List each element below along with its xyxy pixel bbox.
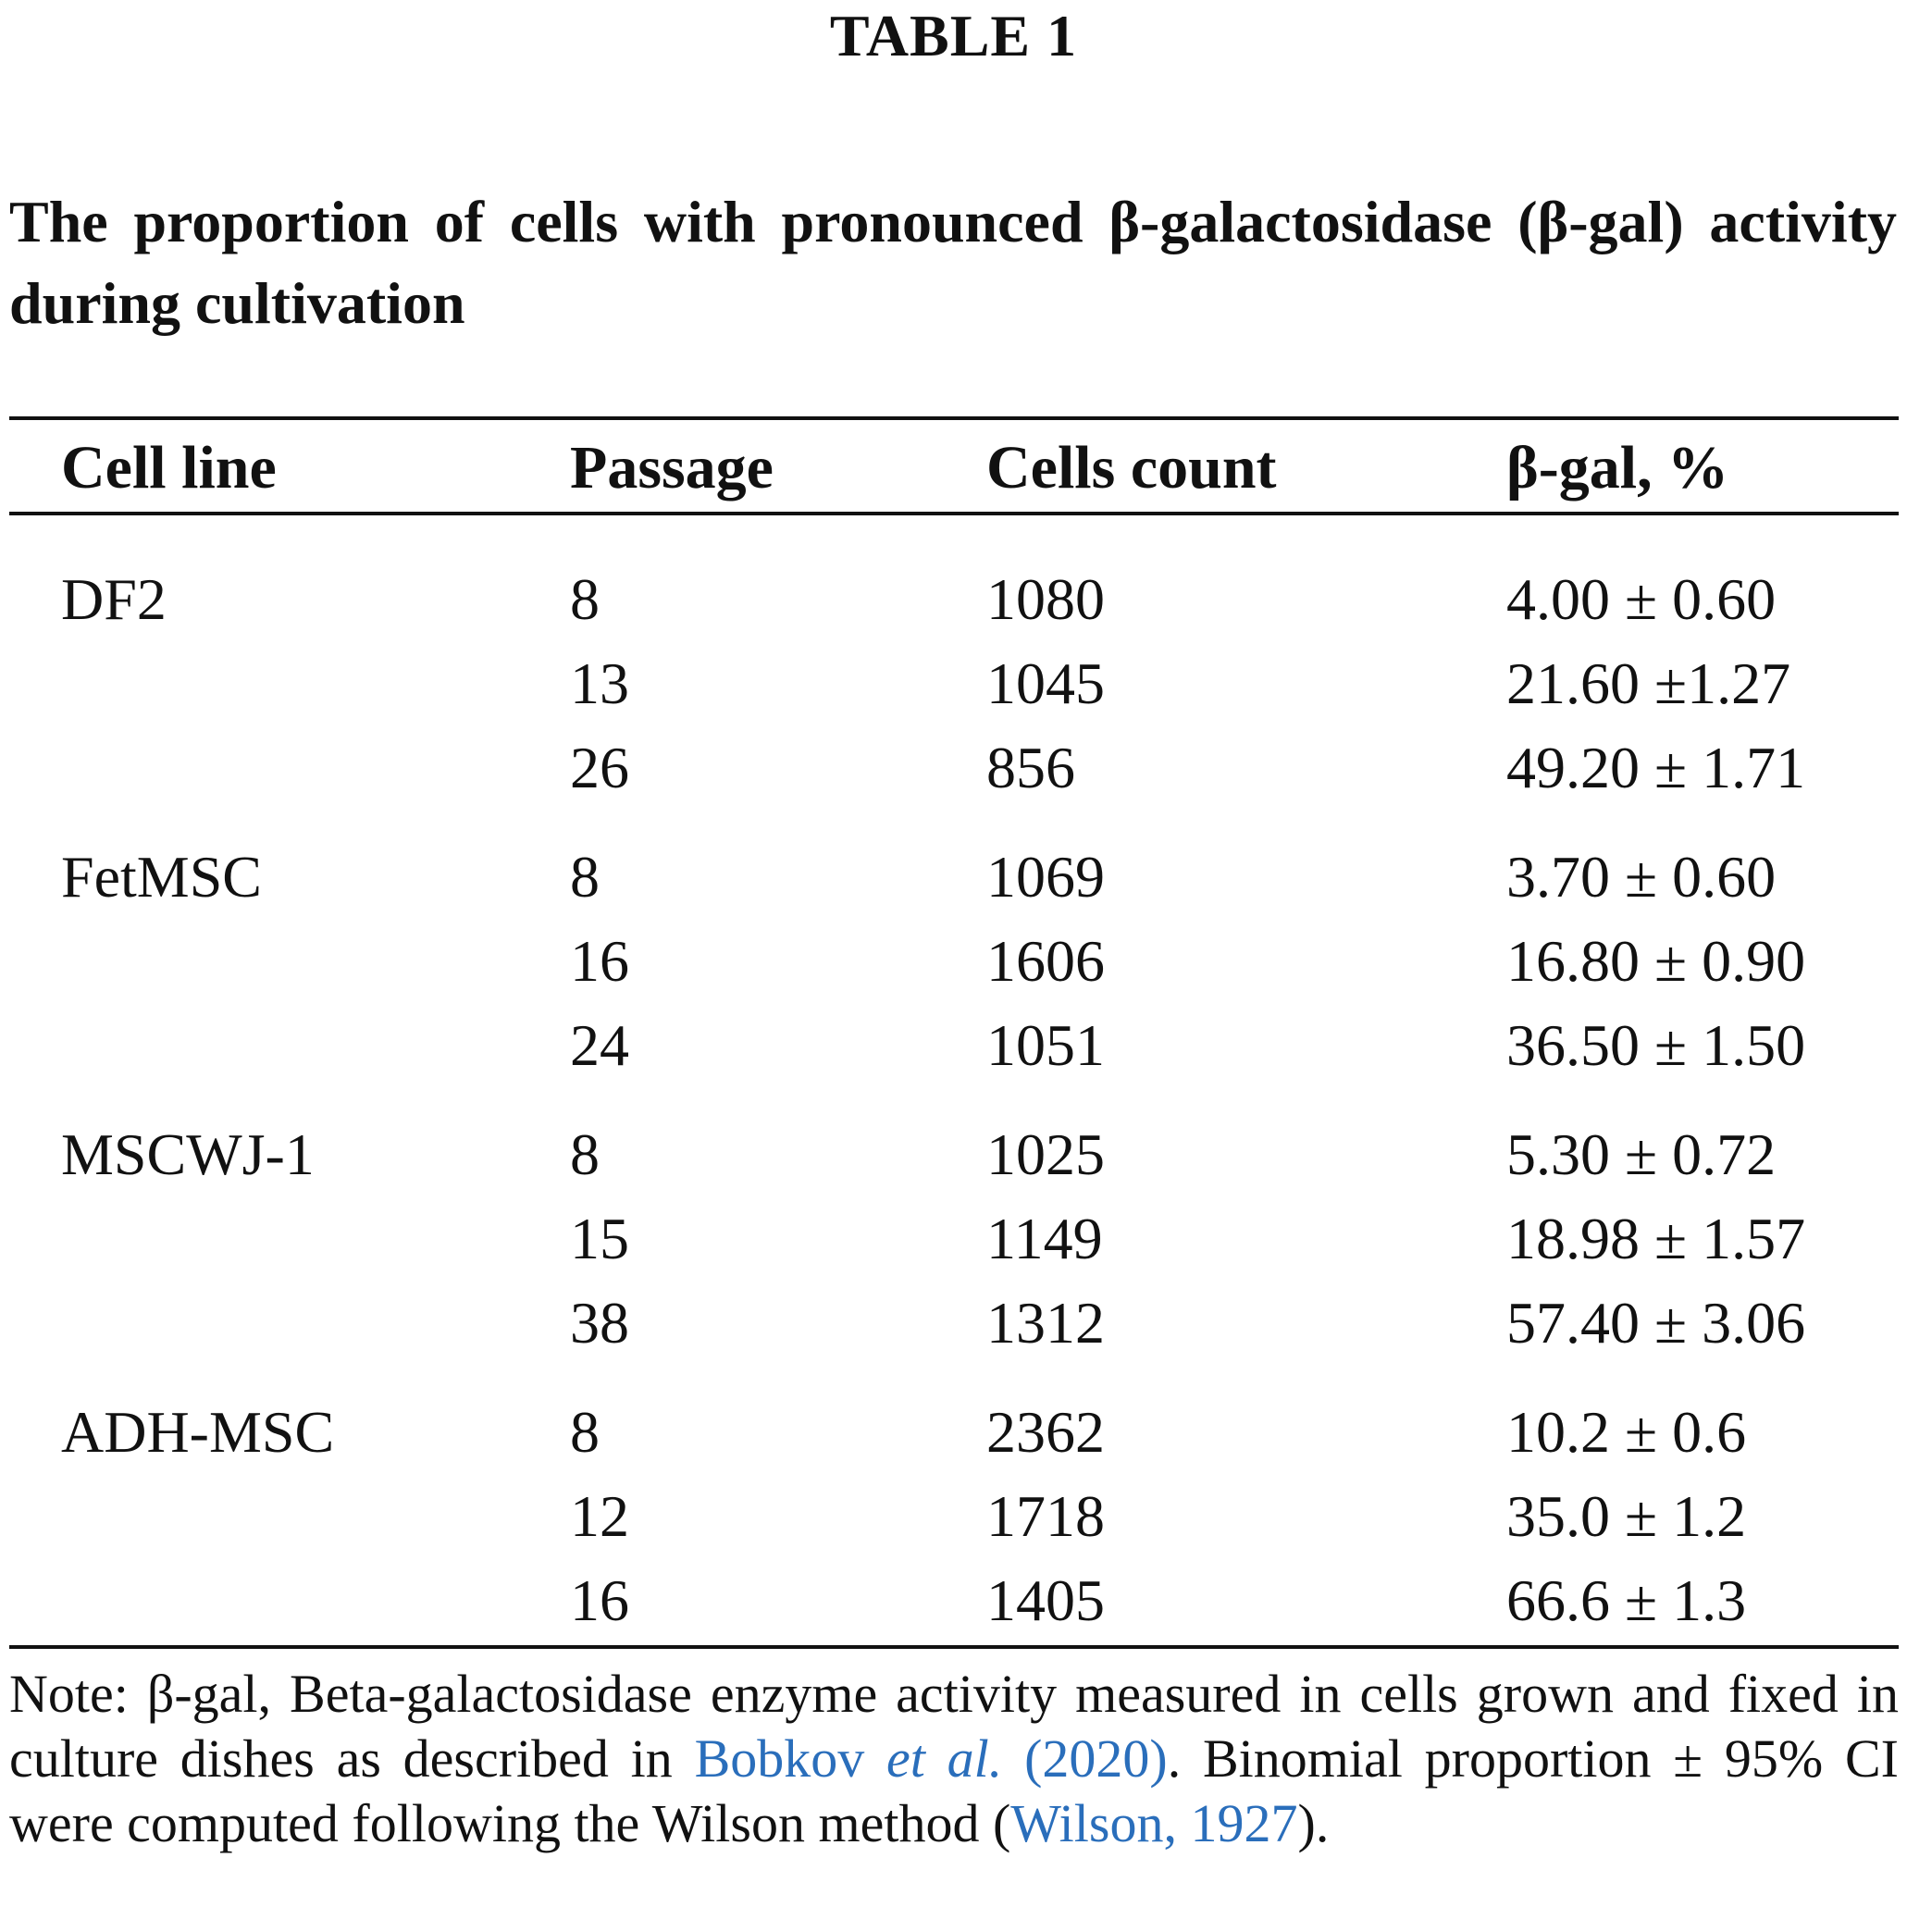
header-cells-count: Cells count [986,434,1277,502]
bgal-value: 21.60 ±1.27 [1506,650,1791,716]
table-caption: The proportion of cells with pronounced … [9,189,1897,336]
passage-value: 8 [570,1121,600,1187]
cells-count-value: 1069 [986,844,1105,910]
table-header-rule [9,512,1899,515]
cells-count-value: 1080 [986,566,1105,632]
cells-count-value: 2362 [986,1399,1105,1465]
cells-count-value: 1025 [986,1121,1105,1187]
passage-value: 26 [570,735,629,800]
cell-line-name: ADH-MSC [61,1399,335,1465]
bgal-value: 16.80 ± 0.90 [1506,928,1806,994]
passage-value: 13 [570,650,629,716]
note-text: . Binomial proportion ± 95% CI were comp… [9,1728,1899,1853]
bgal-value: 3.70 ± 0.60 [1506,844,1777,910]
header-cell-line: Cell line [61,434,277,502]
cells-count-value: 1405 [986,1567,1105,1633]
passage-value: 16 [570,1567,629,1633]
cell-line-name: MSCWJ-1 [61,1121,315,1187]
bgal-value: 57.40 ± 3.06 [1506,1290,1806,1356]
bgal-value: 10.2 ± 0.6 [1506,1399,1747,1465]
note-text: ). [1297,1793,1330,1853]
passage-value: 38 [570,1290,629,1356]
passage-value: 8 [570,844,600,910]
citation-link-wilson[interactable]: Wilson, 1927 [1010,1793,1298,1853]
cell-line-name: DF2 [61,566,167,632]
bgal-value: 36.50 ± 1.50 [1506,1012,1806,1078]
bgal-value: 5.30 ± 0.72 [1506,1121,1777,1187]
bgal-value: 4.00 ± 0.60 [1506,566,1777,632]
passage-value: 15 [570,1206,629,1271]
table-note: Note: β-gal, Beta-galactosidase enzyme a… [9,1662,1899,1856]
citation-link-bobkov[interactable]: Bobkov et al. (2020) [695,1728,1168,1789]
citation-year: (2020) [1002,1728,1168,1789]
table-bottom-rule [9,1645,1899,1649]
cell-line-name: FetMSC [61,844,262,910]
header-bgal-percent: β-gal, % [1506,434,1729,502]
passage-value: 8 [570,566,600,632]
cells-count-value: 1149 [986,1206,1103,1271]
note-text: Note: β-gal, Beta-galactosidase enzyme a… [9,1664,1899,1789]
cells-count-value: 1718 [986,1483,1105,1549]
cells-count-value: 1606 [986,928,1105,994]
passage-value: 12 [570,1483,629,1549]
cells-count-value: 856 [986,735,1075,800]
citation-etal: et al. [886,1728,1003,1789]
bgal-value: 18.98 ± 1.57 [1506,1206,1806,1271]
bgal-value: 49.20 ± 1.71 [1506,735,1806,800]
citation-author: Bobkov [694,1728,887,1789]
header-passage: Passage [570,434,774,502]
passage-value: 24 [570,1012,629,1078]
passage-value: 8 [570,1399,600,1465]
table-top-rule [9,416,1899,420]
cells-count-value: 1045 [986,650,1105,716]
passage-value: 16 [570,928,629,994]
table-label: TABLE 1 [829,3,1078,68]
cells-count-value: 1312 [986,1290,1105,1356]
cells-count-value: 1051 [986,1012,1105,1078]
bgal-value: 66.6 ± 1.3 [1506,1567,1747,1633]
bgal-value: 35.0 ± 1.2 [1506,1483,1747,1549]
